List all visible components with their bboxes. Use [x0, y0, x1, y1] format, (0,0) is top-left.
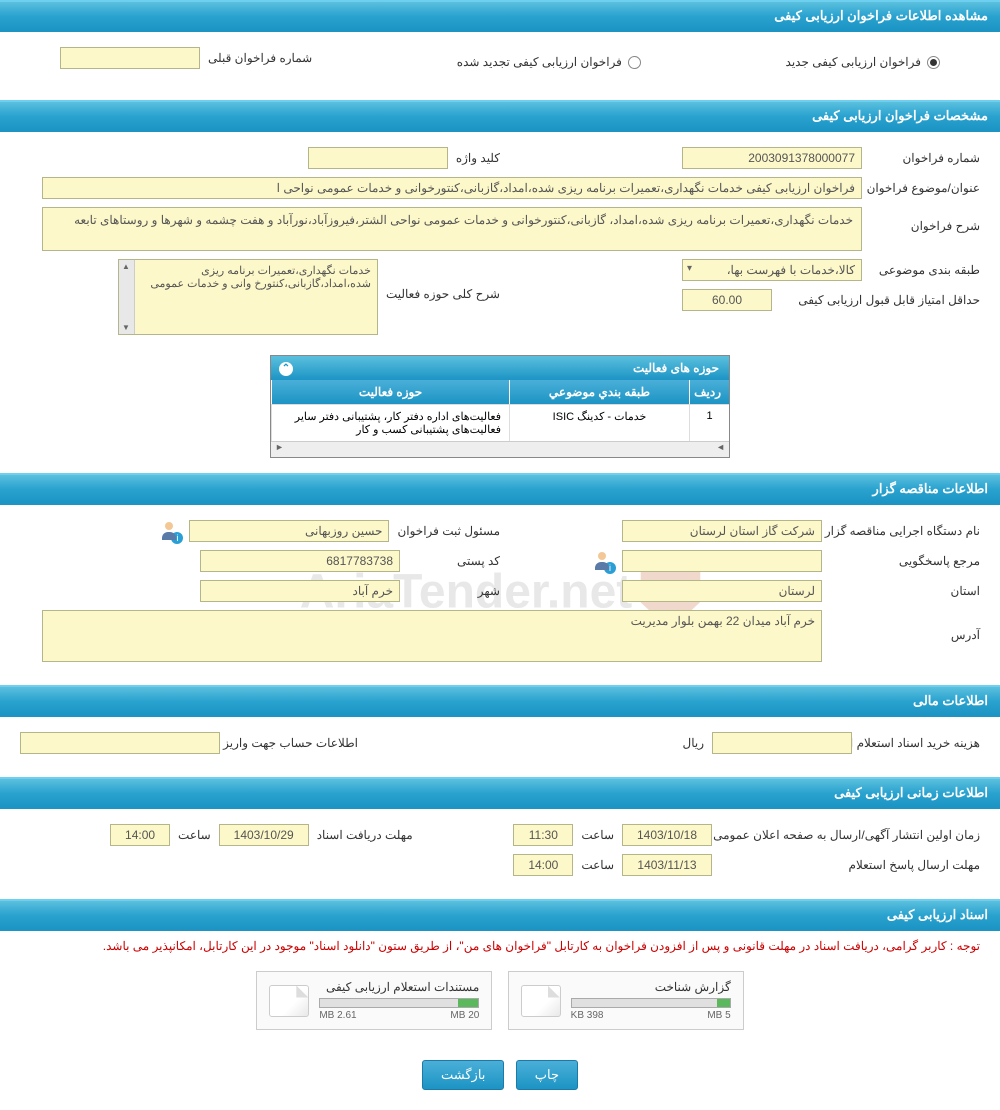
time-label: ساعت — [581, 858, 614, 872]
min-score-field: 60.00 — [682, 289, 772, 311]
file-size-used: 2.61 MB — [319, 1010, 356, 1021]
title-label: عنوان/موضوع فراخوان — [870, 181, 980, 195]
keyword-label: کلید واژه — [456, 151, 500, 165]
user-icon[interactable]: i — [159, 520, 181, 542]
call-number-label: شماره فراخوان — [870, 151, 980, 165]
prev-number-label: شماره فراخوان قبلی — [208, 51, 312, 65]
reply-time-field: 14:00 — [513, 854, 573, 876]
warning-note: توجه : کاربر گرامی، دریافت اسناد در مهلت… — [0, 931, 1000, 961]
receive-date-field: 1403/10/29 — [219, 824, 309, 846]
receive-time-field: 14:00 — [110, 824, 170, 846]
activity-table: حوزه های فعالیت ⌃ ردیف طبقه بندي موضوعي … — [270, 355, 730, 458]
file-item[interactable]: گزارش شناخت 5 MB 398 KB — [508, 971, 744, 1030]
responder-field — [622, 550, 822, 572]
file-progress — [319, 998, 479, 1008]
time-label: ساعت — [178, 828, 211, 842]
currency-label: ریال — [682, 736, 704, 750]
file-size-total: 20 MB — [450, 1010, 479, 1021]
file-name: مستندات استعلام ارزیابی کیفی — [319, 980, 479, 994]
radio-new-call[interactable] — [927, 56, 940, 69]
publish-date-field: 1403/10/18 — [622, 824, 712, 846]
file-size-total: 5 MB — [707, 1010, 730, 1021]
province-label: استان — [830, 584, 980, 598]
section-header-timing: اطلاعات زمانی ارزیابی کیفی — [0, 777, 1000, 809]
section-header-tenderer: اطلاعات مناقصه گزار — [0, 473, 1000, 505]
call-number-field: 2003091378000077 — [682, 147, 862, 169]
activity-desc-text: خدمات نگهداری،تعمیرات برنامه ریزی شده،ام… — [150, 265, 371, 290]
desc-label: شرح فراخوان — [870, 207, 980, 233]
activity-desc-box[interactable]: خدمات نگهداری،تعمیرات برنامه ریزی شده،ام… — [118, 259, 378, 335]
responder-label: مرجع پاسخگویی — [830, 554, 980, 568]
reply-deadline-label: مهلت ارسال پاسخ استعلام — [720, 858, 980, 872]
file-size-used: 398 KB — [571, 1010, 604, 1021]
user-icon[interactable]: i — [592, 550, 614, 572]
postcode-field: 6817783738 — [200, 550, 400, 572]
section-header-specs: مشخصات فراخوان ارزیابی کیفی — [0, 100, 1000, 132]
print-button[interactable]: چاپ — [516, 1060, 578, 1090]
min-score-label: حداقل امتیاز قابل قبول ارزیابی کیفی — [780, 293, 980, 307]
cell-idx: 1 — [689, 405, 729, 441]
section-header-financial: اطلاعات مالی — [0, 685, 1000, 717]
cost-field — [712, 732, 852, 754]
section-header-docs: اسناد ارزیابی کیفی — [0, 899, 1000, 931]
table-row: 1 خدمات - کدینگ ISIC فعالیت‌های اداره دف… — [271, 404, 729, 441]
file-name: گزارش شناخت — [571, 980, 731, 994]
radio-renewed-label: فراخوان ارزیابی کیفی تجدید شده — [457, 55, 622, 69]
category-value: کالا،خدمات با فهرست بها، — [727, 263, 855, 277]
time-label: ساعت — [581, 828, 614, 842]
city-label: شهر — [408, 584, 500, 598]
col-activity-header: حوزه فعالیت — [271, 380, 509, 404]
postcode-label: کد پستی — [408, 554, 500, 568]
folder-icon — [521, 985, 561, 1017]
cell-activity: فعالیت‌های اداره دفتر کار، پشتیبانی دفتر… — [271, 405, 509, 441]
title-field: فراخوان ارزیابی کیفی خدمات نگهداری،تعمیر… — [42, 177, 862, 199]
file-progress — [571, 998, 731, 1008]
registrar-field: حسین روزبهانی — [189, 520, 389, 542]
publish-label: زمان اولین انتشار آگهی/ارسال به صفحه اعل… — [720, 828, 980, 842]
desc-field: خدمات نگهداری،تعمیرات برنامه ریزی شده،ام… — [42, 207, 862, 251]
city-field: خرم آباد — [200, 580, 400, 602]
chevron-down-icon: ▾ — [687, 263, 692, 274]
col-row-header: ردیف — [689, 380, 729, 404]
keyword-field[interactable] — [308, 147, 448, 169]
category-select[interactable]: کالا،خدمات با فهرست بها، ▾ — [682, 259, 862, 281]
file-item[interactable]: مستندات استعلام ارزیابی کیفی 20 MB 2.61 … — [256, 971, 492, 1030]
address-field: خرم آباد میدان 22 بهمن بلوار مدیریت — [42, 610, 822, 662]
collapse-icon[interactable]: ⌃ — [279, 362, 293, 376]
back-button[interactable]: بازگشت — [422, 1060, 504, 1090]
radio-new-label: فراخوان ارزیابی کیفی جدید — [786, 55, 921, 69]
publish-time-field: 11:30 — [513, 824, 573, 846]
section-header-view-info: مشاهده اطلاعات فراخوان ارزیابی کیفی — [0, 0, 1000, 32]
org-field: شرکت گاز استان لرستان — [622, 520, 822, 542]
activity-desc-label: شرح کلی حوزه فعالیت — [386, 259, 500, 301]
reply-date-field: 1403/11/13 — [622, 854, 712, 876]
province-field: لرستان — [622, 580, 822, 602]
prev-number-field — [60, 47, 200, 69]
activity-table-title: حوزه های فعالیت ⌃ — [271, 356, 729, 380]
account-label: اطلاعات حساب جهت واریز هزینه خرید اسناد — [228, 736, 358, 750]
account-field — [20, 732, 220, 754]
table-scrollbar[interactable] — [271, 441, 729, 457]
category-label: طبقه بندی موضوعی — [870, 263, 980, 277]
cost-label: هزینه خرید اسناد استعلام ارزیابی کیفی — [860, 736, 980, 750]
address-label: آدرس — [830, 610, 980, 642]
scrollbar[interactable] — [119, 260, 135, 334]
col-category-header: طبقه بندي موضوعي — [509, 380, 689, 404]
radio-renewed-call[interactable] — [628, 56, 641, 69]
folder-icon — [269, 985, 309, 1017]
cell-category: خدمات - کدینگ ISIC — [509, 405, 689, 441]
org-label: نام دستگاه اجرایی مناقصه گزار — [830, 524, 980, 538]
registrar-label: مسئول ثبت فراخوان — [397, 524, 500, 538]
receive-deadline-label: مهلت دریافت اسناد — [317, 828, 413, 842]
